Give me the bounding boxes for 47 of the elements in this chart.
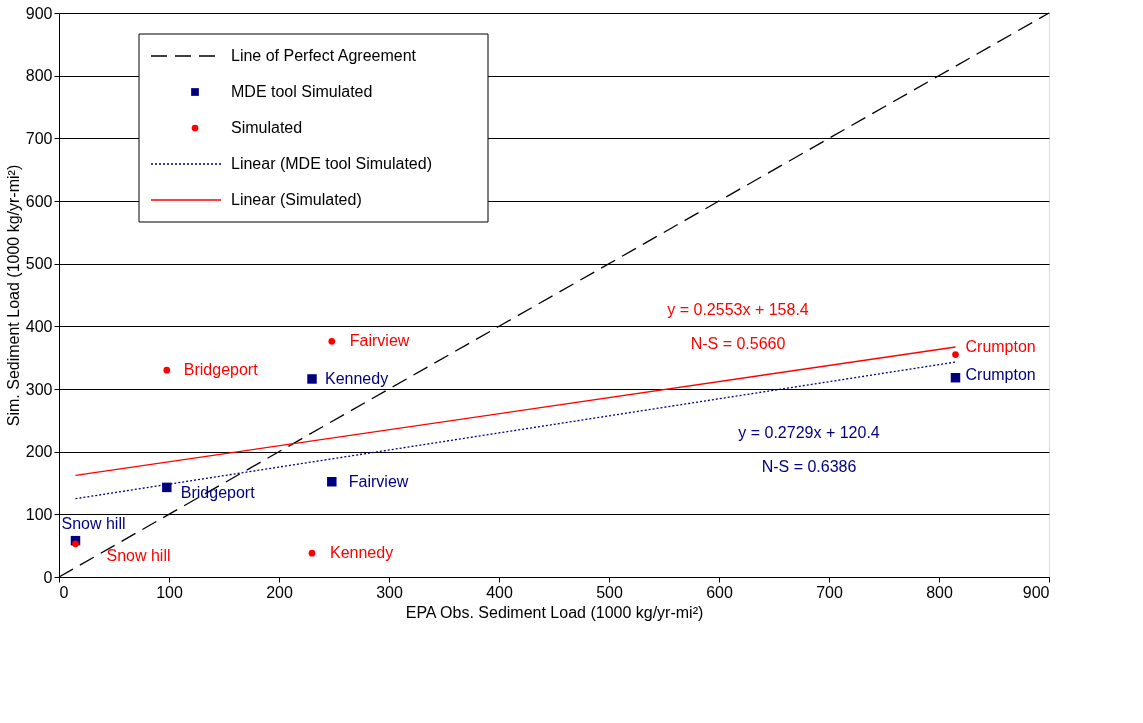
x-tick-label: 300 xyxy=(376,583,403,601)
annotation: Bridgeport xyxy=(180,484,256,502)
x-tick-label: 800 xyxy=(926,583,953,601)
y-axis-title: Sim. Sediment Load (1000 kg/yr-mi²) xyxy=(4,164,22,427)
y-tick-label: 500 xyxy=(25,255,53,273)
y-tick-label: 300 xyxy=(25,380,53,398)
annotation: Bridgeport xyxy=(183,361,259,379)
annotation: y = 0.2553x + 158.4 N-S = 0.5660 xyxy=(667,301,809,352)
point xyxy=(950,372,961,383)
x-tick-label: 0 xyxy=(59,583,69,601)
y-tick-label: 0 xyxy=(43,568,53,586)
point xyxy=(308,549,316,557)
annotation: Snow hill xyxy=(61,514,126,532)
annotation: Fairview xyxy=(349,332,410,350)
y-tick-label: 700 xyxy=(25,129,53,147)
point xyxy=(328,338,336,345)
legend-label: Simulated xyxy=(231,119,303,136)
y-tick-label: 900 xyxy=(25,4,53,22)
y-tick-label: 400 xyxy=(25,317,53,335)
x-tick-label: 700 xyxy=(816,583,843,601)
legend-label: Linear (MDE tool Simulated) xyxy=(231,155,432,172)
annotation: Kennedy xyxy=(330,544,394,562)
point xyxy=(163,366,171,374)
annotation: Crumpton xyxy=(965,337,1036,355)
point xyxy=(327,477,337,487)
point xyxy=(952,351,959,358)
x-tick-label: 500 xyxy=(596,583,623,601)
x-tick-label: 600 xyxy=(706,583,733,601)
x-tick-label: 100 xyxy=(156,583,183,601)
annotation: Kennedy xyxy=(325,369,389,387)
annotation: Snow hill xyxy=(106,546,171,564)
x-tick-label: 900 xyxy=(1022,583,1050,601)
x-tick-label: 400 xyxy=(486,583,513,601)
annotation: Fairview xyxy=(348,472,409,490)
point xyxy=(307,374,317,384)
y-tick-label: 600 xyxy=(25,192,53,210)
x-tick-label: 200 xyxy=(266,583,293,601)
annotation: y = 0.2729x + 120.4 N-S = 0.6386 xyxy=(738,424,880,475)
legend-label: MDE tool Simulated xyxy=(231,83,373,100)
x-axis-title: EPA Obs. Sediment Load (1000 kg/yr-mi²) xyxy=(405,603,704,621)
point xyxy=(72,540,79,548)
y-tick-label: 200 xyxy=(25,443,53,461)
legend-label: Linear (Simulated) xyxy=(231,191,362,208)
legend-label: Line of Perfect Agreement xyxy=(231,47,417,64)
y-tick-label: 100 xyxy=(25,505,53,523)
annotation: Crumpton xyxy=(965,365,1036,383)
y-tick-label: 800 xyxy=(25,67,53,85)
